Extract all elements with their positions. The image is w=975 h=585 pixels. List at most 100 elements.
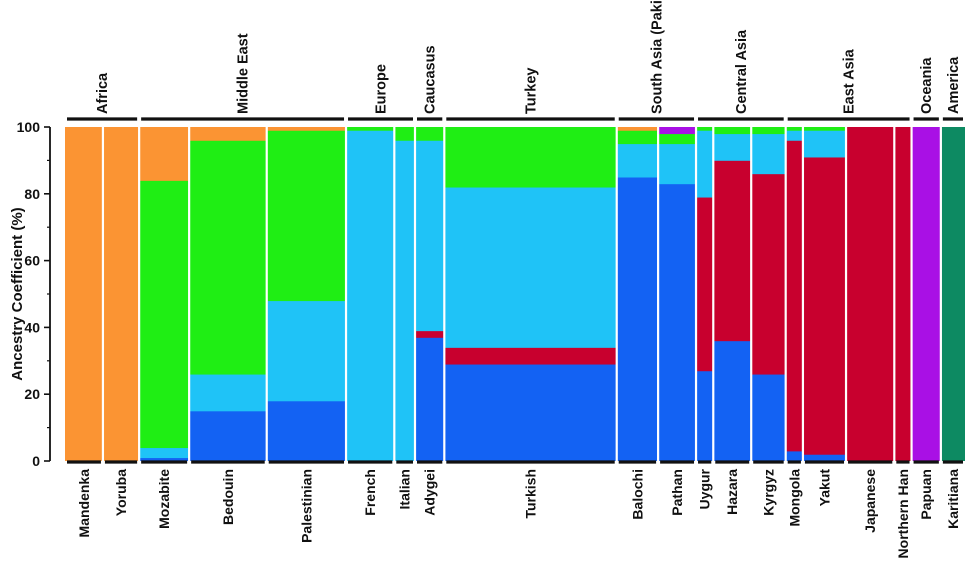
bar-segment-balochi-middleeastern [616, 130, 659, 145]
population-label-uygur: Uygur [697, 468, 713, 509]
population-group-pathan [658, 127, 697, 461]
bar-segment-mongola-southasian [785, 450, 804, 461]
y-tick-label: 20 [24, 386, 40, 402]
bar-segment-mozabite-african [139, 127, 190, 181]
bar-segment-italian-middleeastern [394, 127, 416, 141]
labels-layer: Africa Middle East Europe Caucasus Turkey Sou… [67, 0, 963, 558]
bar-segment-turkish-middleeastern [444, 127, 618, 188]
population-label-japanese: Japanese [862, 469, 878, 533]
population-label-italian: Italian [397, 469, 413, 509]
bar-segment-japanese-eastasian [846, 127, 895, 461]
population-label-adygei: Adygei [422, 469, 438, 516]
bar-segment-uygur-southasian [696, 370, 714, 461]
bar-segment-french-middleeastern [346, 127, 395, 131]
population-group-mongola [785, 127, 804, 461]
bar-segment-mongola-middleeastern [785, 127, 804, 131]
population-label-yoruba: Yoruba [113, 469, 129, 516]
population-label-northern-han: Northern Han [895, 469, 911, 558]
bar-segment-pathan-middleeastern [658, 133, 697, 145]
region-label-east-asia: East Asia [842, 48, 858, 114]
region-label-america: America [946, 56, 962, 114]
bar-segment-balochi-european [616, 143, 659, 178]
region-label-africa: Africa [95, 72, 111, 114]
region-label-europe: Europe [374, 64, 390, 114]
population-group-french [346, 127, 395, 461]
bar-segment-hazara-eastasian [713, 160, 752, 342]
bar-segment-hazara-middleeastern [713, 127, 752, 135]
bar-segment-yakut-eastasian [802, 157, 847, 455]
bar-segment-mozabite-southasian [139, 457, 190, 461]
y-tick-label: 80 [24, 186, 40, 202]
population-group-palestinian [266, 127, 347, 461]
population-group-adygei [415, 127, 445, 461]
bar-segment-yakut-southasian [802, 454, 847, 461]
region-label-middle-east: Middle East [236, 33, 252, 114]
population-group-kyrgyz [751, 127, 787, 461]
bar-segment-mozabite-european [139, 447, 190, 459]
population-group-turkish [444, 127, 618, 461]
bar-segment-balochi-southasian [616, 177, 659, 461]
population-group-japanese [846, 127, 895, 461]
bar-segment-northern-han-eastasian [894, 127, 912, 461]
bar-segment-kyrgyz-european [751, 133, 787, 175]
population-label-mozabite: Mozabite [156, 469, 172, 529]
bar-segment-adygei-eastasian [415, 330, 445, 338]
bar-segment-kyrgyz-eastasian [751, 173, 787, 375]
bar-segment-turkish-european [444, 187, 618, 348]
bar-segment-bedouin-african [189, 127, 268, 141]
population-label-yakut: Yakut [816, 469, 832, 507]
population-group-karitiana [940, 127, 965, 461]
bar-segment-bedouin-european [189, 374, 268, 412]
population-group-uygur [696, 127, 714, 461]
bar-segment-yakut-middleeastern [802, 127, 847, 131]
bars-layer [65, 127, 965, 461]
population-label-turkish: Turkish [523, 469, 539, 519]
bar-segment-bedouin-southasian [189, 410, 268, 461]
bar-segment-palestinian-european [266, 300, 347, 402]
bar-segment-papuan-oceanian [911, 127, 942, 461]
bar-segment-turkish-southasian [444, 364, 618, 461]
y-tick-label: 40 [24, 319, 40, 335]
region-label-central-asia: Central Asia [734, 29, 750, 114]
population-label-balochi: Balochi [629, 469, 645, 520]
population-label-french: French [362, 469, 378, 516]
bar-segment-pathan-oceanian [658, 127, 697, 135]
bar-segment-uygur-european [696, 130, 714, 198]
population-label-pathan: Pathan [669, 469, 685, 516]
bar-segment-mozabite-middleeastern [139, 180, 190, 449]
y-axis-title: Ancestry Coefficient (%) [9, 207, 26, 380]
bar-segment-uygur-middleeastern [696, 127, 714, 131]
bar-segment-mongola-eastasian [785, 140, 804, 452]
bar-segment-karitiana-american [940, 127, 965, 461]
y-tick-label: 60 [24, 253, 40, 269]
population-group-yakut [802, 127, 847, 461]
population-group-papuan [911, 127, 942, 461]
bar-segment-kyrgyz-southasian [751, 374, 787, 461]
bar-segment-mandenka-african [65, 127, 104, 461]
region-label-caucasus: Caucasus [423, 45, 439, 114]
bar-segment-uygur-eastasian [696, 197, 714, 372]
bar-segment-adygei-middleeastern [415, 127, 445, 141]
bar-segment-balochi-african [616, 127, 659, 131]
population-group-bedouin [189, 127, 268, 461]
y-tick-label: 0 [32, 453, 40, 469]
population-group-yoruba [102, 127, 140, 461]
bar-segment-adygei-european [415, 140, 445, 332]
bar-segment-pathan-southasian [658, 183, 697, 461]
population-group-mandenka [65, 127, 104, 461]
population-label-mongola: Mongola [786, 469, 802, 527]
bar-segment-palestinian-african [266, 127, 347, 131]
bar-segment-french-european [346, 130, 395, 461]
bar-segment-mongola-european [785, 130, 804, 141]
region-label-south-asia-pakistan: South Asia (Pakistan) [649, 0, 665, 114]
region-label-oceania: Oceania [919, 57, 935, 114]
y-tick-label: 100 [17, 119, 41, 135]
region-label-turkey: Turkey [524, 68, 540, 114]
population-group-italian [394, 127, 416, 461]
bar-segment-pathan-european [658, 143, 697, 185]
bar-segment-kyrgyz-middleeastern [751, 127, 787, 135]
population-group-northern-han [894, 127, 912, 461]
axes-layer: 0 20 40 60 80 100 Ancestry Coefficient (%) [9, 119, 51, 469]
